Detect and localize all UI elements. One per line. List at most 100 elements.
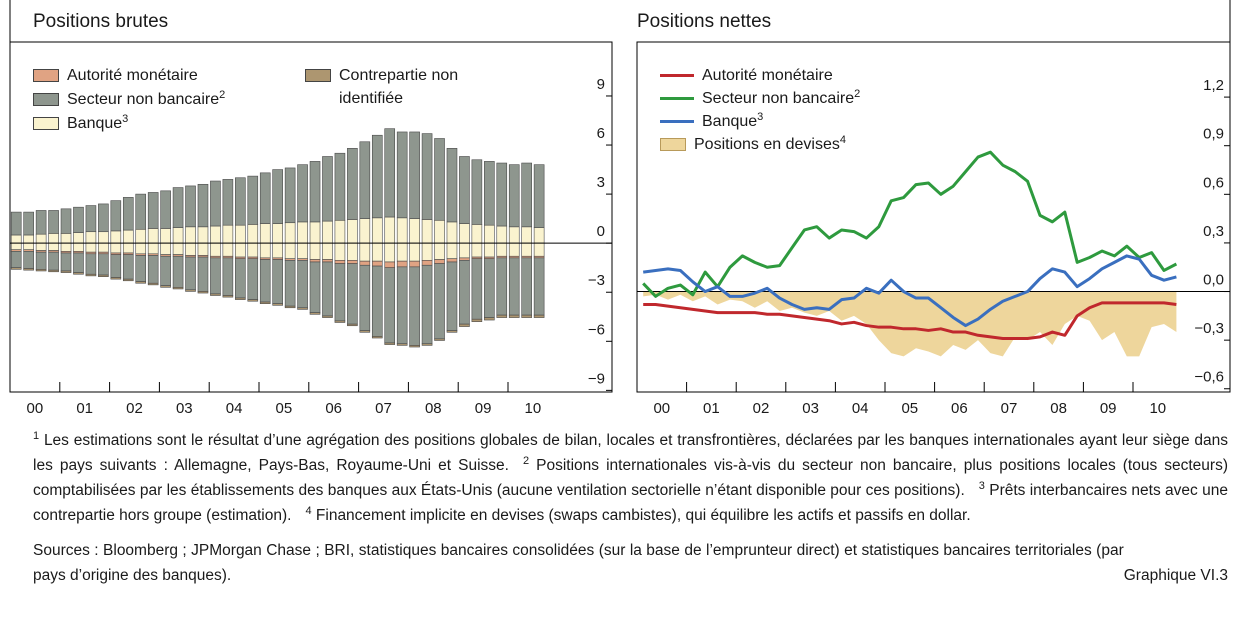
bar-segment (122, 229, 134, 244)
bar-segment (23, 242, 34, 251)
legend-swatch (33, 93, 59, 106)
bar-segment (10, 267, 22, 270)
bar-segment (272, 169, 283, 224)
bar-segment (35, 242, 47, 251)
bar-segment (35, 269, 47, 272)
x-tick-label: 04 (226, 400, 243, 417)
bar-segment (284, 242, 296, 260)
bar-segment (359, 264, 371, 331)
bar-segment (434, 263, 445, 340)
bar-segment (122, 242, 134, 254)
bar-segment (508, 257, 520, 316)
legend-note: 4 (839, 134, 846, 146)
bar-segment (185, 289, 196, 292)
legend-item: Contrepartie non identifiée (305, 64, 465, 110)
bar-segment (235, 177, 246, 226)
bar-segment (185, 256, 196, 291)
x-tick-label: 05 (276, 400, 293, 417)
bar-segment (247, 175, 259, 225)
bar-segment (185, 226, 196, 244)
legend-swatch (33, 69, 59, 82)
legend-swatch (305, 69, 331, 82)
legend-item: Autorité monétaire (33, 64, 293, 87)
bar-segment (334, 219, 346, 244)
legend-item: Autorité monétaire (660, 64, 860, 87)
bar-segment (73, 242, 84, 252)
bar-segment (147, 282, 159, 286)
bar-segment (235, 242, 246, 258)
bar-segment (421, 133, 433, 220)
bar-segment (409, 260, 420, 268)
legend-label: Secteur non bancaire2 (67, 88, 225, 111)
bar-segment (521, 314, 532, 318)
legend-line (660, 97, 694, 100)
bar-segment (446, 261, 458, 331)
x-tick-label: 08 (425, 400, 442, 417)
bar-segment (23, 234, 34, 244)
bar-segment (371, 217, 383, 244)
bar-segment (371, 336, 383, 339)
x-tick-label: 10 (1149, 400, 1166, 417)
bar-segment (496, 162, 508, 227)
legend-label: Autorité monétaire (702, 64, 833, 87)
legend-text: Positions en devises (694, 136, 840, 153)
bar-segment (409, 345, 420, 348)
bar-segment (60, 233, 72, 244)
bar-segment (359, 141, 371, 219)
bar-segment (384, 128, 396, 218)
bar-segment (484, 258, 495, 318)
chart-title: Positions brutes (33, 11, 168, 32)
bar-segment (247, 299, 259, 302)
bar-segment (322, 259, 333, 263)
bar-segment (160, 285, 171, 288)
bar-segment (309, 261, 321, 313)
bar-segment (396, 217, 408, 244)
bar-segment (434, 219, 445, 244)
bar-segment (434, 138, 445, 221)
legend-swatch (660, 138, 686, 151)
bar-segment (359, 242, 371, 262)
bar-segment (459, 257, 470, 261)
bar-segment (147, 192, 159, 229)
y-tick-label: 0,3 (1203, 223, 1224, 240)
bar-segment (309, 259, 321, 263)
bar-segment (459, 156, 470, 224)
bar-segment (197, 242, 209, 256)
bar-segment (347, 148, 358, 220)
y-tick-label: 0,0 (1203, 272, 1224, 289)
x-tick-label: 02 (753, 400, 770, 417)
x-tick-label: 05 (901, 400, 918, 417)
legend-text: Banque (702, 113, 758, 130)
bar-segment (135, 255, 147, 282)
x-tick-label: 03 (802, 400, 819, 417)
bar-segment (23, 268, 34, 271)
bar-segment (409, 218, 420, 244)
bar-segment (235, 224, 246, 244)
legend-text: Autorité monétaire (702, 67, 833, 84)
bar-segment (110, 242, 122, 254)
bar-segment (259, 172, 271, 224)
bar-segment (322, 156, 333, 222)
bar-segment (135, 242, 147, 255)
bar-segment (347, 260, 358, 264)
bar-segment (421, 260, 433, 266)
bar-segment (197, 183, 209, 228)
bar-segment (259, 301, 271, 304)
bar-segment (322, 315, 333, 318)
y-tick-label: 9 (597, 76, 605, 93)
bar-segment (347, 323, 358, 327)
bar-segment (384, 342, 396, 345)
bar-segment (235, 258, 246, 299)
footnote-ref: 1 (33, 430, 40, 442)
bar-segment (421, 264, 433, 345)
bar-segment (471, 318, 483, 322)
bar-segment (147, 255, 159, 284)
plot-frame (636, 41, 1231, 393)
footnote-ref: 3 (978, 480, 985, 492)
legend-item: Positions en devises4 (660, 133, 860, 156)
bar-segment (259, 242, 271, 259)
bar-segment (309, 242, 321, 260)
bar-segment (160, 228, 171, 244)
bar-segment (334, 242, 346, 261)
